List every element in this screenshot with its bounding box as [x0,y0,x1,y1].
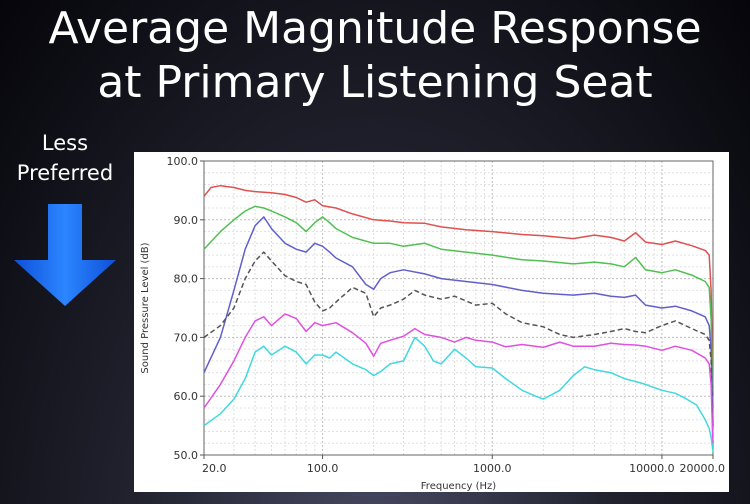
series-line-6 [203,336,714,453]
series-line-2 [203,205,714,409]
slide-title-line-2: at Primary Listening Seat [97,57,653,108]
series-line-3 [203,216,714,426]
x-tick-label: 10000.0 [629,462,675,475]
y-tick-label: 50.0 [174,449,199,462]
slide-title-line-1: Average Magnitude Response [48,3,702,54]
chart-panel: 100.0 90.0 80.0 70.0 60.0 50.0 20.0 100.0 1000.0… [134,152,729,492]
frequency-response-chart: 100.0 90.0 80.0 70.0 60.0 50.020.0 100.0 1000.0… [140,155,726,492]
plot-area [204,161,713,455]
less-preferred-label: Less Preferred [0,128,130,188]
preferred-label: Preferred [16,161,114,185]
series-line-5 [203,313,714,450]
y-tick-label: 60.0 [174,390,199,403]
plot-border [203,160,714,456]
series-line-4 [203,251,714,444]
series-line-1 [203,184,714,397]
y-tick-label: 100.0 [167,155,199,168]
x-axis-label: Frequency (Hz) [421,481,497,492]
y-axis-label: Sound Pressure Level (dB) [140,242,151,373]
y-tick-label: 90.0 [174,214,199,227]
x-tick-label: 1000.0 [473,462,512,475]
less-label: Less [41,131,89,155]
y-tick-label: 70.0 [174,331,199,344]
down-arrow-icon [10,202,120,308]
y-tick-label: 80.0 [174,273,199,286]
x-tick-label: 20.0 [202,462,227,475]
x-tick-label: 100.0 [307,462,339,475]
x-tick-label: 20000.0 [680,462,726,475]
slide-title: Average Magnitude Response at Primary Li… [0,2,750,110]
